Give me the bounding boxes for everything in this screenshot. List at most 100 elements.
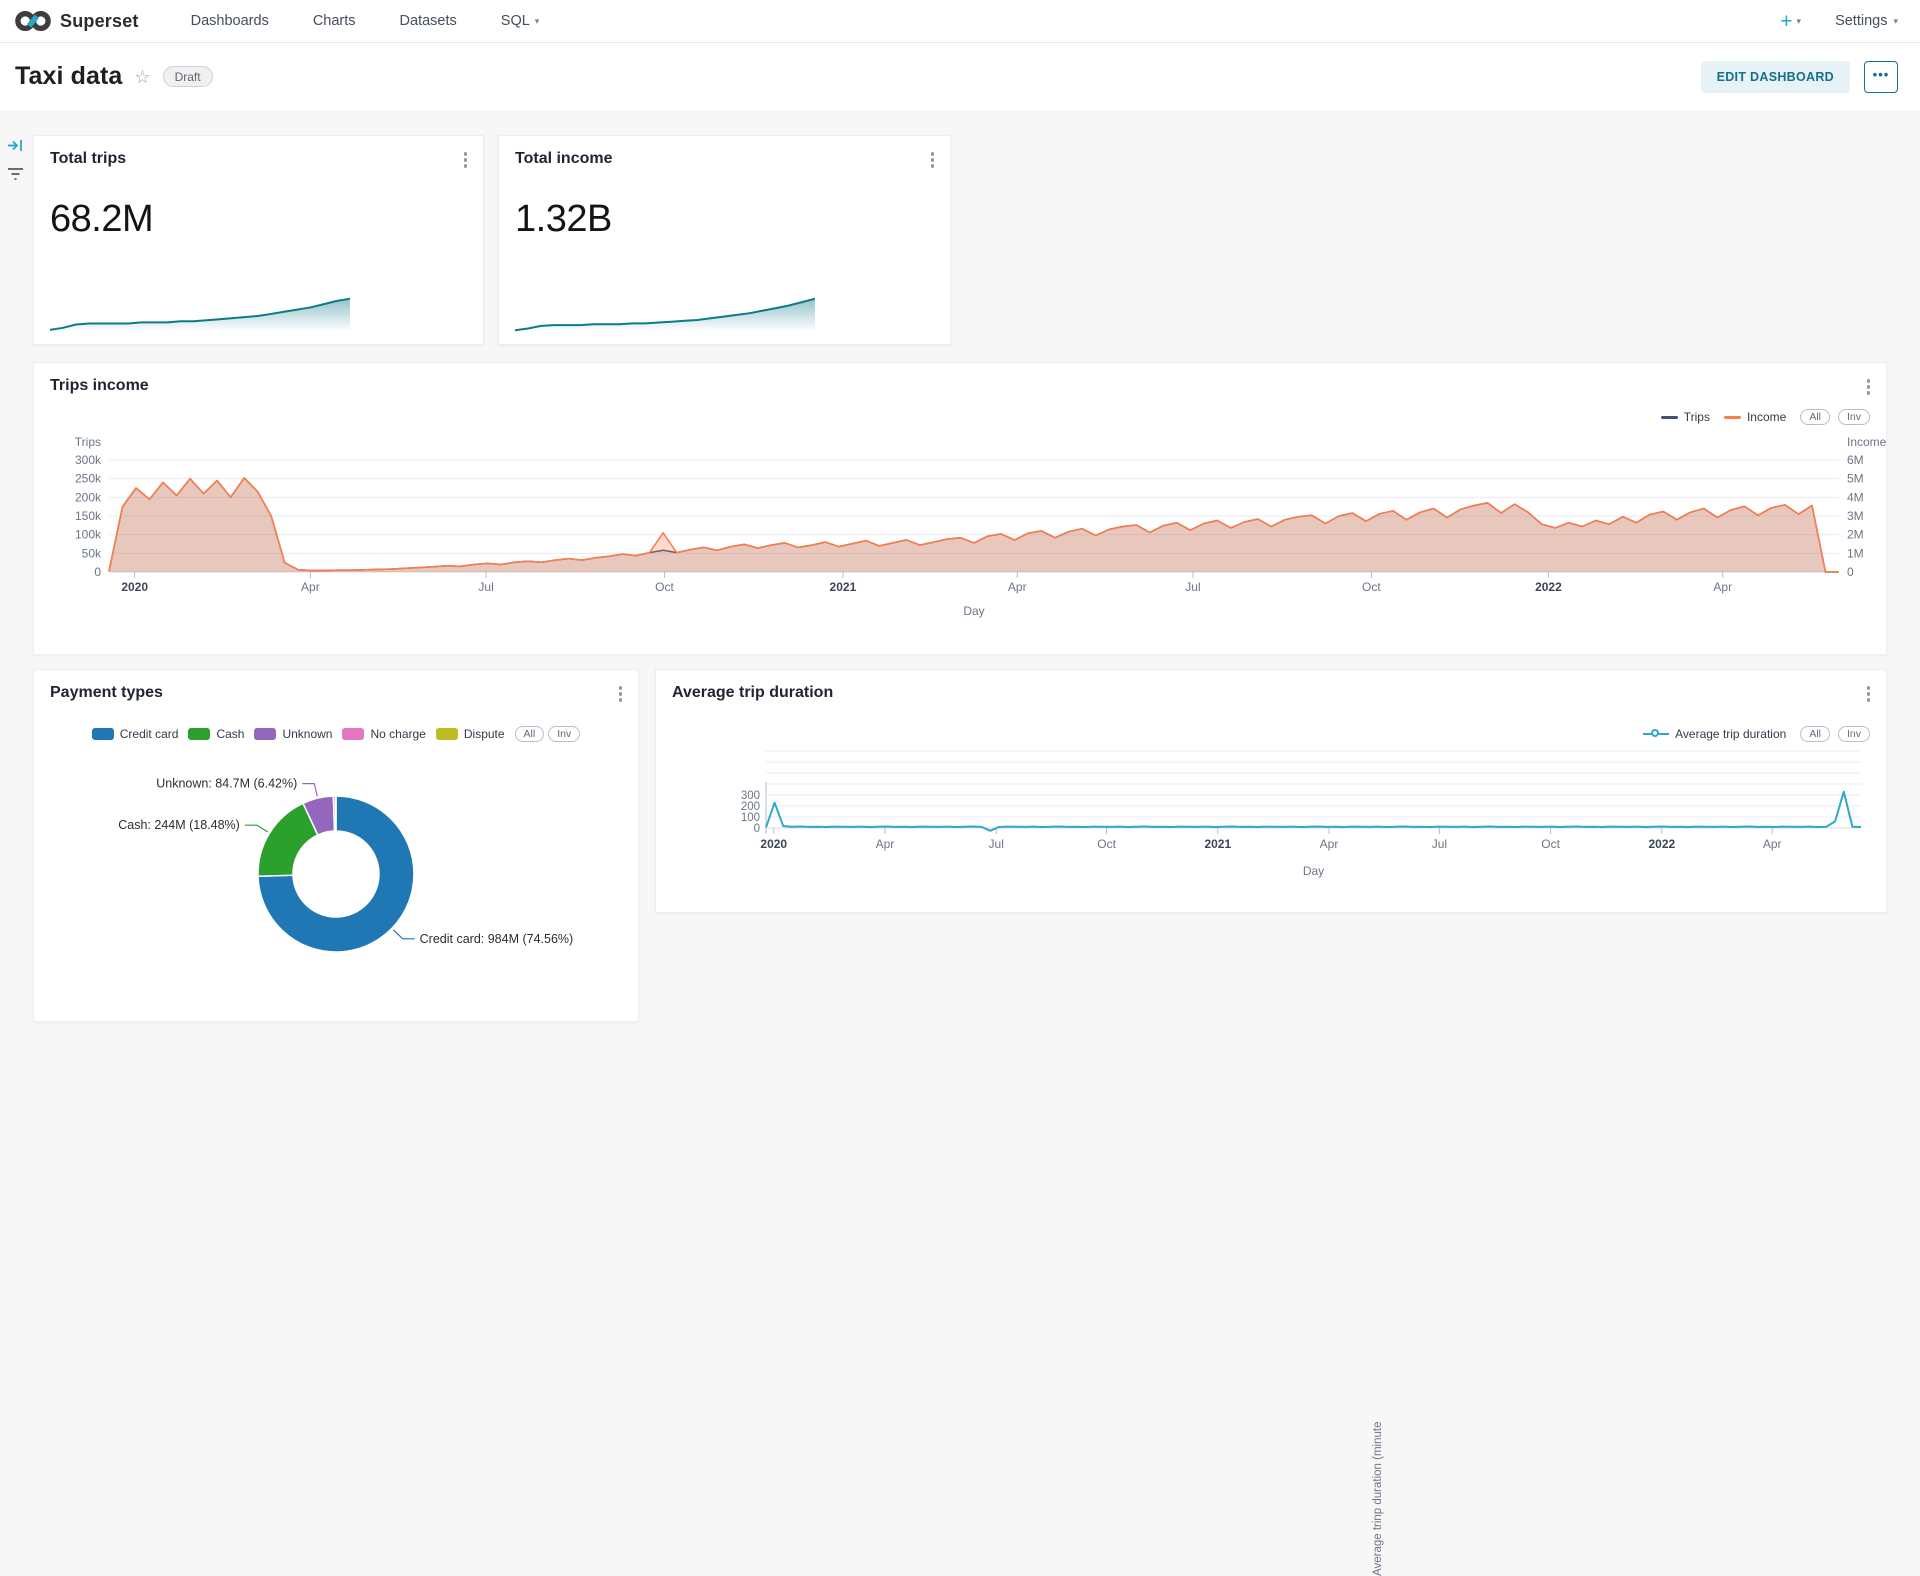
plus-icon: + bbox=[1780, 9, 1793, 33]
dashboard-header: Taxi data ☆ Draft EDIT DASHBOARD ••• bbox=[0, 43, 1920, 110]
svg-text:2020: 2020 bbox=[121, 580, 148, 594]
filter-icon[interactable] bbox=[7, 166, 24, 186]
svg-text:0: 0 bbox=[94, 565, 101, 579]
svg-text:250k: 250k bbox=[75, 472, 102, 486]
svg-text:Jul: Jul bbox=[989, 837, 1004, 851]
chevron-down-icon: ▾ bbox=[1893, 15, 1898, 26]
legend-swatch bbox=[188, 728, 211, 740]
legend-swatch bbox=[254, 728, 277, 740]
legend-item-unknown[interactable]: Unknown bbox=[254, 727, 332, 741]
legend-item-dispute[interactable]: Dispute bbox=[435, 727, 505, 741]
avg-trip-duration-card: Average trip duration Average trip durat… bbox=[655, 669, 1887, 1576]
edit-dashboard-button[interactable]: EDIT DASHBOARD bbox=[1700, 60, 1850, 93]
legend-item-average-trip-duration[interactable]: Average trip duration bbox=[1643, 727, 1786, 741]
svg-text:Unknown: 84.7M (6.42%): Unknown: 84.7M (6.42%) bbox=[156, 777, 297, 791]
svg-text:2022: 2022 bbox=[1535, 580, 1562, 594]
legend-item-no-charge[interactable]: No charge bbox=[342, 727, 426, 741]
svg-text:Cash: 244M (18.48%): Cash: 244M (18.48%) bbox=[118, 818, 240, 832]
chart-title: Total income bbox=[515, 150, 613, 167]
new-button[interactable]: + ▾ bbox=[1780, 11, 1801, 32]
status-badge: Draft bbox=[162, 66, 213, 87]
svg-text:2020: 2020 bbox=[760, 837, 787, 851]
page-title: Taxi data bbox=[15, 62, 123, 90]
chart-title: Average trip duration bbox=[672, 684, 834, 701]
legend-swatch bbox=[91, 728, 114, 740]
svg-text:Day: Day bbox=[963, 604, 984, 618]
svg-text:2021: 2021 bbox=[830, 580, 857, 594]
svg-text:4M: 4M bbox=[1847, 490, 1864, 504]
svg-text:Trips: Trips bbox=[75, 435, 101, 449]
more-options-button[interactable]: ••• bbox=[1864, 60, 1898, 93]
legend-inv-button[interactable]: Inv bbox=[1837, 726, 1870, 742]
legend-item-credit-card[interactable]: Credit card bbox=[91, 727, 178, 741]
total-trips-sparkline bbox=[50, 297, 350, 331]
svg-text:Income: Income bbox=[1847, 435, 1887, 449]
svg-text:Apr: Apr bbox=[1320, 837, 1339, 851]
svg-text:200k: 200k bbox=[75, 490, 102, 504]
expand-filter-bar-icon[interactable] bbox=[7, 138, 24, 158]
settings-label: Settings bbox=[1835, 13, 1888, 29]
y-axis-label: Average trinp duration (minute bbox=[1372, 1421, 1384, 1576]
nav-item-datasets[interactable]: Datasets bbox=[399, 13, 457, 29]
payment-types-donut-chart: Credit card: 984M (74.56%) Cash: 244M (18… bbox=[118, 777, 574, 953]
svg-text:Credit card: 984M (74.56%): Credit card: 984M (74.56%) bbox=[420, 932, 574, 946]
legend-item-income[interactable]: Income bbox=[1723, 410, 1786, 424]
nav-item-dashboards[interactable]: Dashboards bbox=[190, 13, 269, 29]
settings-menu[interactable]: Settings ▾ bbox=[1835, 13, 1898, 29]
svg-text:2021: 2021 bbox=[1204, 837, 1231, 851]
legend-swatch bbox=[435, 728, 458, 740]
trips-income-card: Trips income Trips Income All Inv 0 0 50k 1M 10… bbox=[33, 362, 1887, 655]
svg-text:Apr: Apr bbox=[1763, 837, 1782, 851]
svg-text:Oct: Oct bbox=[1097, 837, 1116, 851]
legend-swatch bbox=[1660, 415, 1678, 419]
chevron-down-icon: ▾ bbox=[1796, 15, 1802, 26]
superset-logo[interactable]: Superset bbox=[0, 9, 149, 33]
svg-text:Day: Day bbox=[1303, 864, 1324, 878]
brand-name: Superset bbox=[60, 10, 139, 31]
legend-all-button[interactable]: All bbox=[514, 726, 545, 742]
chevron-down-icon: ▾ bbox=[534, 15, 540, 26]
svg-text:100: 100 bbox=[741, 812, 760, 824]
svg-text:2022: 2022 bbox=[1648, 837, 1675, 851]
chart-menu-kebab-icon[interactable] bbox=[927, 148, 939, 172]
svg-text:Jul: Jul bbox=[478, 580, 493, 594]
svg-text:2M: 2M bbox=[1847, 528, 1864, 542]
legend-all-button[interactable]: All bbox=[1800, 409, 1830, 425]
legend-item-trips[interactable]: Trips bbox=[1660, 410, 1710, 424]
avg-trip-duration-legend: Average trip duration All Inv bbox=[1643, 726, 1870, 742]
svg-text:5M: 5M bbox=[1847, 472, 1864, 486]
chart-menu-kebab-icon[interactable] bbox=[1863, 682, 1875, 706]
big-number-value: 1.32B bbox=[515, 198, 612, 240]
chart-menu-kebab-icon[interactable] bbox=[460, 148, 472, 172]
legend-swatch bbox=[1723, 415, 1741, 419]
big-number-value: 68.2M bbox=[50, 198, 154, 240]
top-navbar: Superset Dashboards Charts Datasets SQL ▾ + … bbox=[0, 0, 1920, 43]
line-circle-marker-icon bbox=[1643, 729, 1670, 739]
svg-text:Oct: Oct bbox=[655, 580, 674, 594]
payment-types-card: Payment types Credit card Cash Unknown No c… bbox=[33, 669, 639, 1022]
svg-text:300k: 300k bbox=[75, 453, 102, 467]
nav-item-sql[interactable]: SQL ▾ bbox=[500, 13, 540, 29]
total-income-sparkline bbox=[515, 297, 815, 332]
svg-text:6M: 6M bbox=[1847, 453, 1864, 467]
chart-menu-kebab-icon[interactable] bbox=[1863, 375, 1875, 399]
legend-inv-button[interactable]: Inv bbox=[1837, 409, 1870, 425]
legend-inv-button[interactable]: Inv bbox=[548, 726, 581, 742]
svg-text:Jul: Jul bbox=[1432, 837, 1447, 851]
nav-item-charts[interactable]: Charts bbox=[312, 13, 356, 29]
svg-text:Apr: Apr bbox=[1713, 580, 1732, 594]
legend-all-button[interactable]: All bbox=[1800, 726, 1830, 742]
total-income-card: Total income 1.32B bbox=[498, 135, 951, 345]
svg-text:0: 0 bbox=[754, 823, 760, 835]
total-trips-card: Total trips 68.2M bbox=[33, 135, 484, 345]
nav-menu: Dashboards Charts Datasets SQL ▾ bbox=[191, 13, 540, 29]
chart-title: Total trips bbox=[50, 150, 127, 167]
legend-item-cash[interactable]: Cash bbox=[188, 727, 244, 741]
payment-types-legend: Credit card Cash Unknown No charge Dispute Al… bbox=[34, 726, 638, 742]
trips-income-chart: 0 0 50k 1M 100k 2M 150k 3M 200k 4M 250k 5M 300k 6M Tri… bbox=[75, 435, 1887, 618]
svg-text:Oct: Oct bbox=[1541, 837, 1560, 851]
chart-menu-kebab-icon[interactable] bbox=[615, 682, 627, 706]
favorite-star-icon[interactable]: ☆ bbox=[134, 67, 151, 87]
infinity-logo-icon bbox=[15, 10, 51, 32]
